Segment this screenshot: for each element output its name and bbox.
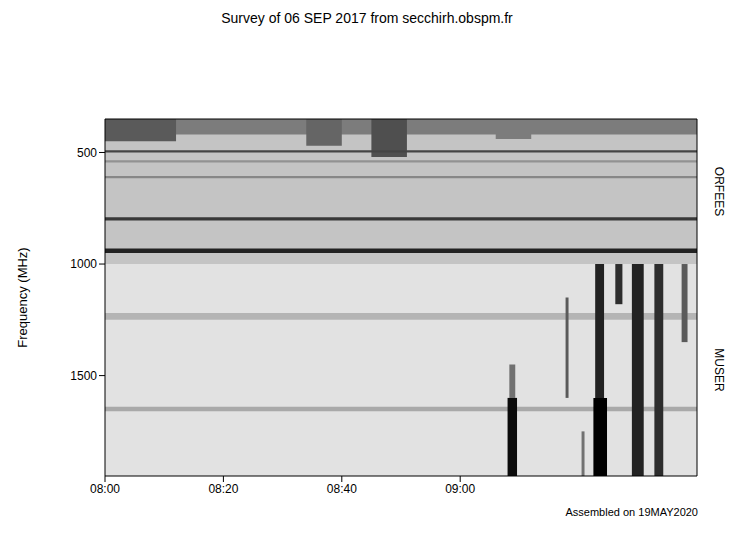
svg-text:08:00: 08:00 bbox=[90, 482, 120, 496]
html-text:Survey of 06 SEP 2017 from sec: Survey of 06 SEP 2017 from secchirh.obsp… bbox=[221, 10, 513, 26]
svg-text:1000: 1000 bbox=[70, 257, 97, 271]
svg-text:08:20: 08:20 bbox=[208, 482, 238, 496]
svg-text:ORFEES: ORFEES bbox=[712, 167, 726, 216]
svg-text:Frequency (MHz): Frequency (MHz) bbox=[15, 247, 30, 347]
svg-text:09:00: 09:00 bbox=[445, 482, 475, 496]
html-text:Assembled on 19MAY2020: Assembled on 19MAY2020 bbox=[565, 506, 698, 518]
svg-text:1500: 1500 bbox=[70, 369, 97, 383]
svg-text:08:40: 08:40 bbox=[327, 482, 357, 496]
svg-text:MUSER: MUSER bbox=[712, 348, 726, 392]
svg-text:500: 500 bbox=[77, 146, 97, 160]
